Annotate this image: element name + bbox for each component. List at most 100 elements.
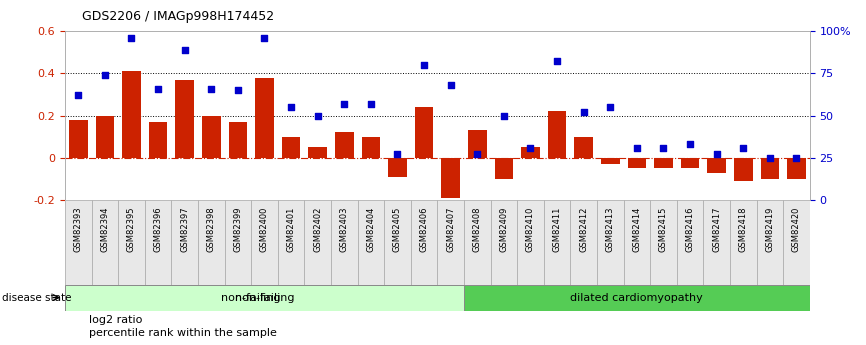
Bar — [734, 158, 753, 181]
Point — [71, 92, 85, 98]
Bar — [681, 158, 700, 168]
Text: GSM82408: GSM82408 — [473, 207, 481, 252]
Bar — [760, 158, 779, 179]
Text: GSM82417: GSM82417 — [712, 207, 721, 252]
Point — [364, 101, 378, 107]
Bar — [490, 200, 517, 285]
Bar — [304, 200, 331, 285]
Bar — [517, 200, 544, 285]
Point — [443, 82, 457, 88]
Text: GDS2206 / IMAGp998H174452: GDS2206 / IMAGp998H174452 — [82, 10, 275, 23]
Bar — [92, 200, 118, 285]
Bar — [65, 200, 92, 285]
Text: GSM82410: GSM82410 — [526, 207, 535, 252]
Bar — [597, 200, 624, 285]
Text: GSM82397: GSM82397 — [180, 207, 189, 253]
Bar — [361, 137, 380, 158]
Bar — [358, 200, 385, 285]
Point — [204, 86, 218, 91]
Text: GSM82405: GSM82405 — [393, 207, 402, 252]
Bar — [149, 122, 167, 158]
Point — [284, 104, 298, 110]
Bar — [171, 200, 198, 285]
Text: dilated cardiomyopathy: dilated cardiomyopathy — [571, 293, 703, 303]
Point — [257, 35, 271, 41]
Point — [417, 62, 431, 68]
Bar — [65, 285, 464, 310]
Point — [550, 59, 564, 64]
Point — [470, 152, 484, 157]
Point — [656, 145, 670, 150]
Bar — [574, 137, 593, 158]
Point — [125, 35, 139, 41]
Text: GSM82394: GSM82394 — [100, 207, 109, 252]
Point — [497, 113, 511, 118]
Text: GSM82416: GSM82416 — [686, 207, 695, 252]
Text: GSM82393: GSM82393 — [74, 207, 83, 253]
Bar — [571, 200, 597, 285]
Point — [311, 113, 325, 118]
Text: GSM82401: GSM82401 — [287, 207, 295, 252]
Text: GSM82413: GSM82413 — [605, 207, 615, 252]
Bar — [69, 120, 87, 158]
Point — [577, 109, 591, 115]
Bar — [410, 200, 437, 285]
Bar — [415, 107, 433, 158]
Point — [604, 104, 617, 110]
Bar — [145, 200, 171, 285]
Text: GSM82418: GSM82418 — [739, 207, 747, 252]
Bar — [229, 122, 247, 158]
Point — [231, 87, 245, 93]
Text: disease state: disease state — [2, 293, 71, 303]
Point — [763, 155, 777, 161]
Text: non-failing: non-failing — [235, 293, 294, 303]
Bar — [251, 200, 278, 285]
Point — [790, 155, 804, 161]
Point — [736, 145, 750, 150]
Bar — [308, 147, 327, 158]
Bar — [654, 158, 673, 168]
Bar — [442, 158, 460, 198]
Text: GSM82407: GSM82407 — [446, 207, 456, 252]
Bar — [385, 200, 410, 285]
Bar — [281, 137, 301, 158]
Bar — [601, 158, 619, 164]
Bar — [388, 158, 407, 177]
Bar — [547, 111, 566, 158]
Bar — [335, 132, 353, 158]
Point — [391, 152, 404, 157]
Text: GSM82412: GSM82412 — [579, 207, 588, 252]
Text: percentile rank within the sample: percentile rank within the sample — [89, 328, 277, 337]
Text: log2 ratio: log2 ratio — [89, 315, 143, 325]
Bar — [650, 200, 676, 285]
Point — [98, 72, 112, 78]
Bar — [521, 147, 540, 158]
Bar — [624, 200, 650, 285]
Bar — [783, 200, 810, 285]
Text: GSM82400: GSM82400 — [260, 207, 269, 252]
Bar — [787, 158, 805, 179]
Text: GSM82396: GSM82396 — [153, 207, 163, 253]
Bar — [676, 200, 703, 285]
Bar — [202, 116, 221, 158]
Point — [337, 101, 351, 107]
Text: GSM82414: GSM82414 — [632, 207, 642, 252]
Text: GSM82399: GSM82399 — [233, 207, 242, 252]
Bar — [118, 200, 145, 285]
Point — [523, 145, 537, 150]
Bar — [703, 200, 730, 285]
Point — [683, 141, 697, 147]
Bar — [122, 71, 141, 158]
Point — [151, 86, 165, 91]
Text: GSM82409: GSM82409 — [500, 207, 508, 252]
Bar — [437, 200, 464, 285]
Text: GSM82419: GSM82419 — [766, 207, 774, 252]
Text: GSM82402: GSM82402 — [313, 207, 322, 252]
Point — [709, 152, 723, 157]
Bar — [278, 200, 304, 285]
Bar — [708, 158, 726, 172]
Bar — [255, 78, 274, 158]
Bar — [730, 200, 757, 285]
Bar — [464, 200, 490, 285]
Bar — [628, 158, 646, 168]
